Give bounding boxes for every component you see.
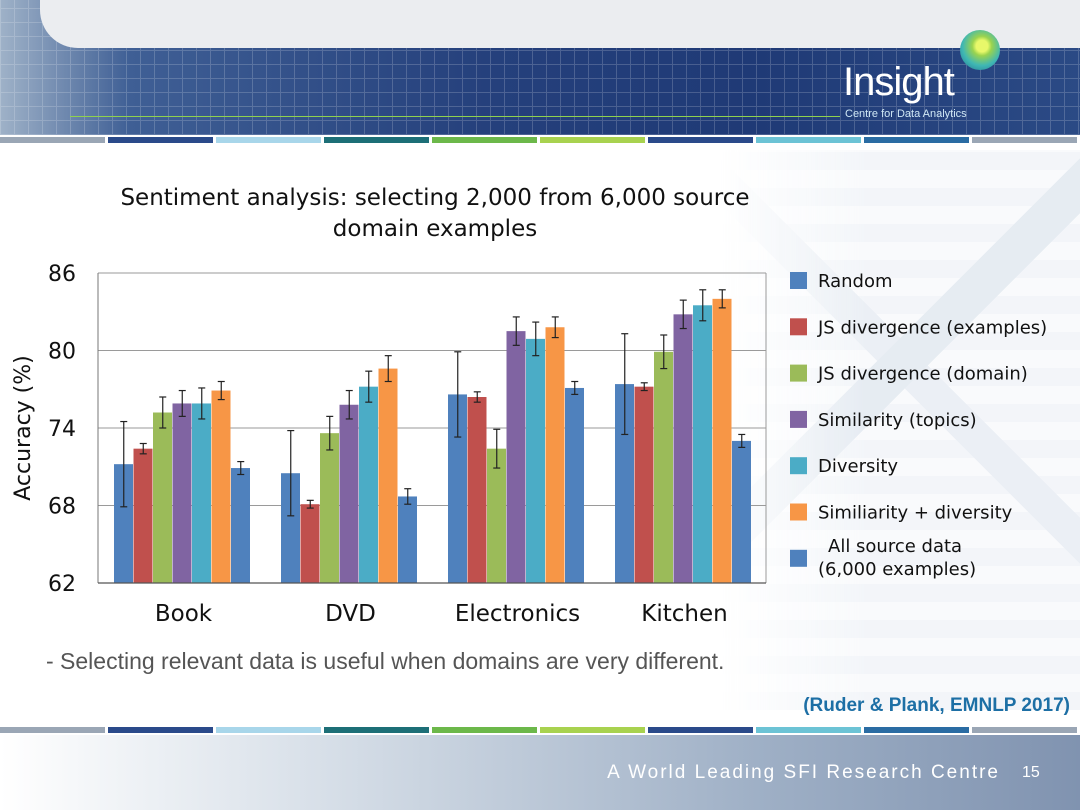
legend-label: JS divergence (domain) [817, 364, 1028, 385]
legend-swatch [790, 457, 807, 475]
stripe-segment [972, 727, 1077, 733]
stripe-segment [216, 137, 321, 143]
legend-swatch [790, 549, 807, 567]
x-category-label: Book [155, 601, 213, 627]
y-tick-label: 68 [48, 495, 76, 520]
legend-label-line2: (6,000 examples) [818, 559, 976, 580]
bar [172, 403, 192, 583]
x-category-label: Electronics [455, 601, 580, 627]
stripe-segment [0, 727, 105, 733]
legend-swatch [790, 364, 807, 382]
bar [211, 390, 231, 583]
logo-text: Insight [843, 60, 955, 104]
footer-text: A World Leading SFI Research Centre [607, 762, 1000, 783]
legend-label: Random [818, 271, 893, 292]
y-tick-label: 86 [48, 262, 76, 287]
color-stripes-bottom [0, 727, 1080, 733]
chart-title: Sentiment analysis: selecting 2,000 from… [0, 183, 870, 245]
bar [231, 468, 250, 583]
stripe-segment [648, 727, 753, 733]
bar [565, 387, 584, 583]
bullet-point: - Selecting relevant data is useful when… [46, 648, 725, 674]
bar [114, 464, 133, 583]
stripe-segment [432, 727, 537, 733]
legend-swatch [790, 410, 807, 428]
legend-label: All source data [828, 536, 962, 557]
bar [133, 448, 153, 583]
bar [448, 394, 467, 583]
bar [693, 305, 712, 583]
bar [732, 440, 751, 583]
logo-subtitle: Centre for Data Analytics [845, 108, 967, 120]
bar [359, 386, 378, 583]
legend-swatch [790, 318, 807, 336]
stripe-segment [756, 727, 861, 733]
legend-label: Similarity (topics) [818, 410, 977, 431]
bar [398, 496, 417, 583]
stripe-segment [108, 727, 213, 733]
bar [654, 351, 673, 583]
legend-label: JS divergence (examples) [817, 317, 1047, 338]
slide-header: Insight Centre for Data Analytics [0, 0, 1080, 135]
bar [545, 327, 565, 583]
y-tick-label: 74 [48, 417, 76, 442]
bar [300, 504, 320, 583]
stripe-segment [216, 727, 321, 733]
legend-swatch [790, 503, 807, 521]
stripe-segment [972, 137, 1077, 143]
bar [281, 473, 300, 583]
header-rule [70, 116, 840, 117]
bar [712, 298, 732, 583]
bar [673, 314, 693, 583]
stripe-segment [324, 137, 429, 143]
bar [615, 384, 634, 583]
stripe-segment [108, 137, 213, 143]
stripe-segment [864, 137, 969, 143]
y-tick-label: 80 [48, 340, 76, 365]
bar-chart: 86 80 74 68 62 Accuracy (%) Book DVD Electronics… [11, 262, 1047, 627]
bar [192, 403, 211, 583]
bar [378, 368, 398, 583]
bar [526, 338, 545, 583]
header-tab [40, 0, 1080, 48]
slide-footer [0, 735, 1080, 810]
x-category-label: DVD [325, 601, 376, 627]
stripe-segment [864, 727, 969, 733]
stripe-segment [0, 137, 105, 143]
bar [506, 331, 526, 583]
page-number: 15 [1022, 764, 1040, 781]
x-category-label: Kitchen [641, 601, 727, 627]
bar [320, 433, 339, 583]
bar [153, 412, 172, 583]
color-stripes-top [0, 137, 1080, 143]
chart-title-line2: domain examples [332, 216, 538, 242]
bar [487, 448, 506, 583]
bar [634, 386, 654, 583]
citation: (Ruder & Plank, EMNLP 2017) [803, 695, 1070, 716]
stripe-segment [648, 137, 753, 143]
chart-title-line1: Sentiment analysis: selecting 2,000 from… [120, 185, 750, 211]
y-axis-label: Accuracy (%) [11, 355, 36, 501]
stripe-segment [432, 137, 537, 143]
bar [339, 404, 359, 583]
y-tick-label: 62 [48, 572, 76, 597]
stripe-segment [324, 727, 429, 733]
stripe-segment [756, 137, 861, 143]
stripe-segment [540, 137, 645, 143]
legend-label: Similiarity + diversity [818, 503, 1013, 524]
insight-logo-icon [960, 30, 1000, 70]
stripe-segment [540, 727, 645, 733]
legend-label: Diversity [818, 456, 898, 477]
bar [467, 397, 487, 583]
background-decoration [720, 150, 1080, 710]
legend-swatch [790, 272, 807, 289]
